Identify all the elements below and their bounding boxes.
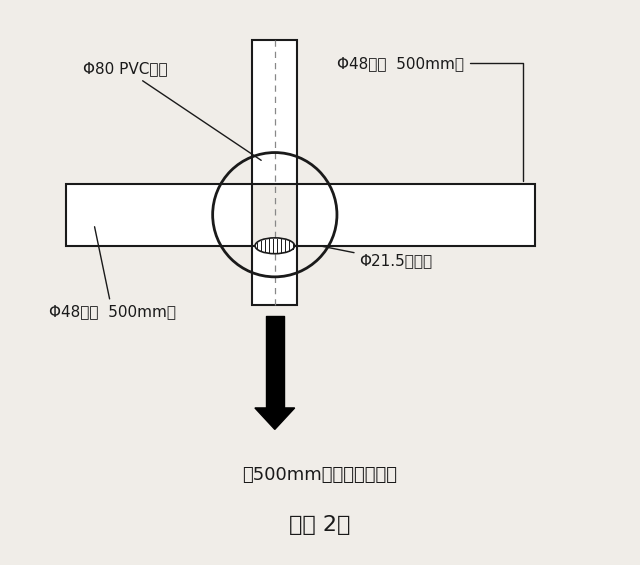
- Bar: [252, 246, 298, 305]
- Text: Φ48钢管  500mm长: Φ48钢管 500mm长: [49, 227, 176, 319]
- Text: Φ21.5钢丝绳: Φ21.5钢丝绳: [323, 246, 433, 268]
- Bar: [66, 184, 252, 246]
- Text: （图 2）: （图 2）: [289, 515, 351, 536]
- Bar: [298, 184, 534, 246]
- Text: 将500mm短管穿过钢丝绳: 将500mm短管穿过钢丝绳: [243, 466, 397, 484]
- Polygon shape: [255, 408, 294, 429]
- Text: Φ80 PVC套管: Φ80 PVC套管: [83, 62, 261, 160]
- Bar: [252, 40, 298, 184]
- Text: Φ48钢管  500mm长: Φ48钢管 500mm长: [337, 56, 524, 181]
- Ellipse shape: [255, 238, 294, 254]
